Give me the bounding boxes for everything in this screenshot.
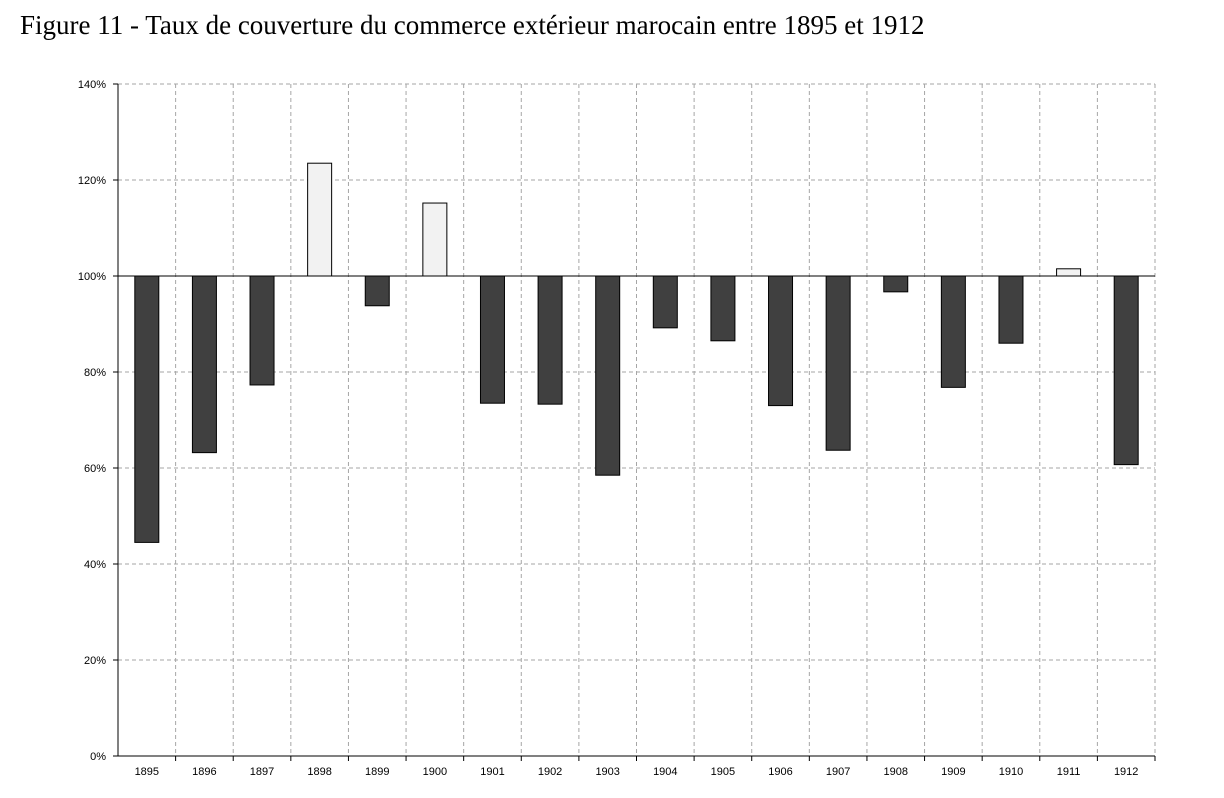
x-tick-label: 1897 bbox=[250, 766, 274, 778]
x-tick-label: 1896 bbox=[192, 766, 216, 778]
bar-1905 bbox=[710, 275, 736, 342]
y-tick-label: 60% bbox=[84, 463, 106, 475]
bar-1911 bbox=[1056, 268, 1082, 277]
bar-1897 bbox=[249, 275, 275, 386]
y-tick-label: 100% bbox=[78, 271, 106, 283]
bar-1900 bbox=[422, 202, 448, 277]
x-tick-label: 1903 bbox=[595, 766, 619, 778]
bar-1912 bbox=[1113, 275, 1139, 466]
x-tick-label: 1905 bbox=[711, 766, 735, 778]
bar-1910 bbox=[998, 275, 1024, 344]
bar-1899 bbox=[364, 275, 390, 307]
x-tick-label: 1900 bbox=[423, 766, 447, 778]
bar-1901 bbox=[479, 275, 505, 404]
bar-1909 bbox=[940, 275, 966, 388]
x-tick-label: 1907 bbox=[826, 766, 850, 778]
x-tick-label: 1899 bbox=[365, 766, 389, 778]
x-tick-label: 1898 bbox=[307, 766, 331, 778]
y-tick-label: 20% bbox=[84, 655, 106, 667]
x-tick-label: 1901 bbox=[480, 766, 504, 778]
bar-1902 bbox=[537, 275, 563, 405]
bar-1906 bbox=[768, 275, 794, 407]
bar-1908 bbox=[883, 275, 909, 293]
bar-1898 bbox=[307, 162, 333, 277]
y-tick-label: 140% bbox=[78, 79, 106, 91]
x-tick-label: 1908 bbox=[884, 766, 908, 778]
chart-title: Figure 11 - Taux de couverture du commer… bbox=[20, 10, 925, 40]
x-tick-label: 1912 bbox=[1114, 766, 1138, 778]
bar-1903 bbox=[595, 275, 621, 476]
y-tick-label: 80% bbox=[84, 367, 106, 379]
y-tick-label: 120% bbox=[78, 175, 106, 187]
x-tick-label: 1909 bbox=[941, 766, 965, 778]
x-tick-label: 1904 bbox=[653, 766, 677, 778]
y-tick-label: 40% bbox=[84, 559, 106, 571]
x-tick-label: 1911 bbox=[1057, 766, 1081, 778]
x-tick-label: 1906 bbox=[768, 766, 792, 778]
x-tick-label: 1910 bbox=[999, 766, 1023, 778]
bar-1896 bbox=[191, 275, 217, 454]
bar-1907 bbox=[825, 275, 851, 451]
bar-1904 bbox=[652, 275, 678, 329]
bar-1895 bbox=[134, 275, 160, 543]
y-tick-label: 0% bbox=[90, 751, 106, 763]
x-tick-label: 1902 bbox=[538, 766, 562, 778]
x-tick-label: 1895 bbox=[135, 766, 159, 778]
